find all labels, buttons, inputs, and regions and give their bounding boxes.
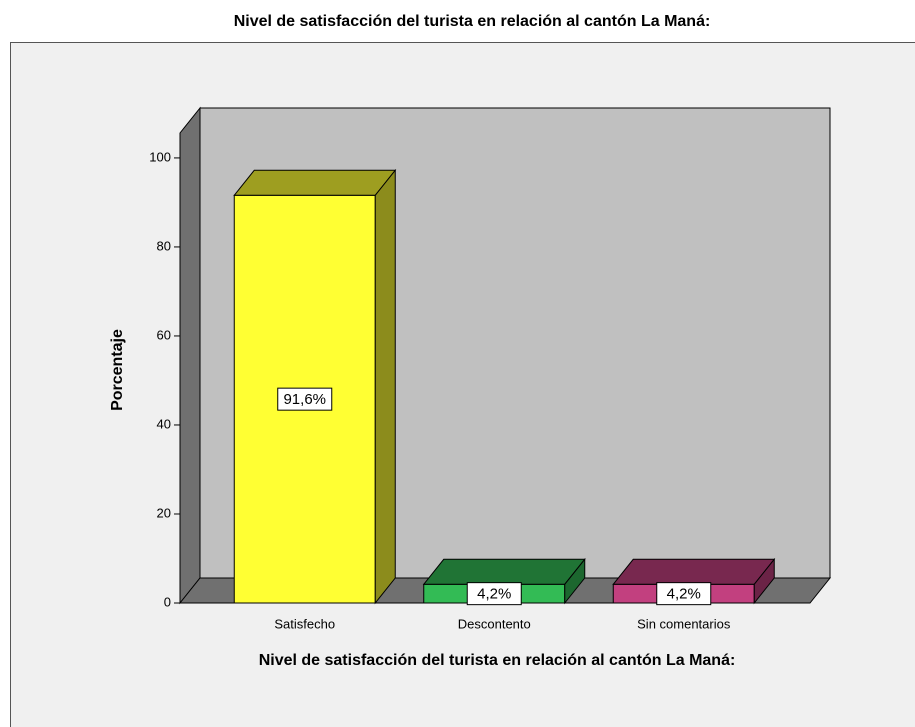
- y-tick-label: 60: [157, 327, 171, 342]
- y-tick-label: 20: [157, 505, 171, 520]
- bar-side: [753, 557, 775, 605]
- value-label: 91,6%: [283, 391, 326, 408]
- bar-top: [233, 169, 397, 196]
- bar-top: [422, 558, 586, 585]
- value-label: 4,2%: [477, 586, 511, 603]
- y-tick-label: 40: [157, 416, 171, 431]
- y-tick-label: 100: [149, 149, 171, 164]
- y-tick-label: 0: [164, 594, 171, 609]
- bar-top: [612, 558, 776, 585]
- x-tick-label: Satisfecho: [274, 616, 335, 631]
- y-tick-label: 80: [157, 238, 171, 253]
- value-label: 4,2%: [667, 586, 701, 603]
- x-axis-title: Nivel de satisfacción del turista en rel…: [258, 652, 736, 669]
- bar-side: [564, 557, 586, 605]
- y-axis-title: Porcentaje: [109, 329, 126, 411]
- x-tick-label: Descontento: [458, 616, 531, 631]
- bar-side: [374, 168, 396, 605]
- value-label-box: [277, 387, 333, 411]
- x-tick-label: Sin comentarios: [637, 616, 731, 631]
- value-label-box: [656, 582, 712, 606]
- chart-title: Nivel de satisfacción del turista en rel…: [234, 13, 711, 30]
- value-label-box: [466, 582, 522, 606]
- side-wall: [179, 106, 201, 605]
